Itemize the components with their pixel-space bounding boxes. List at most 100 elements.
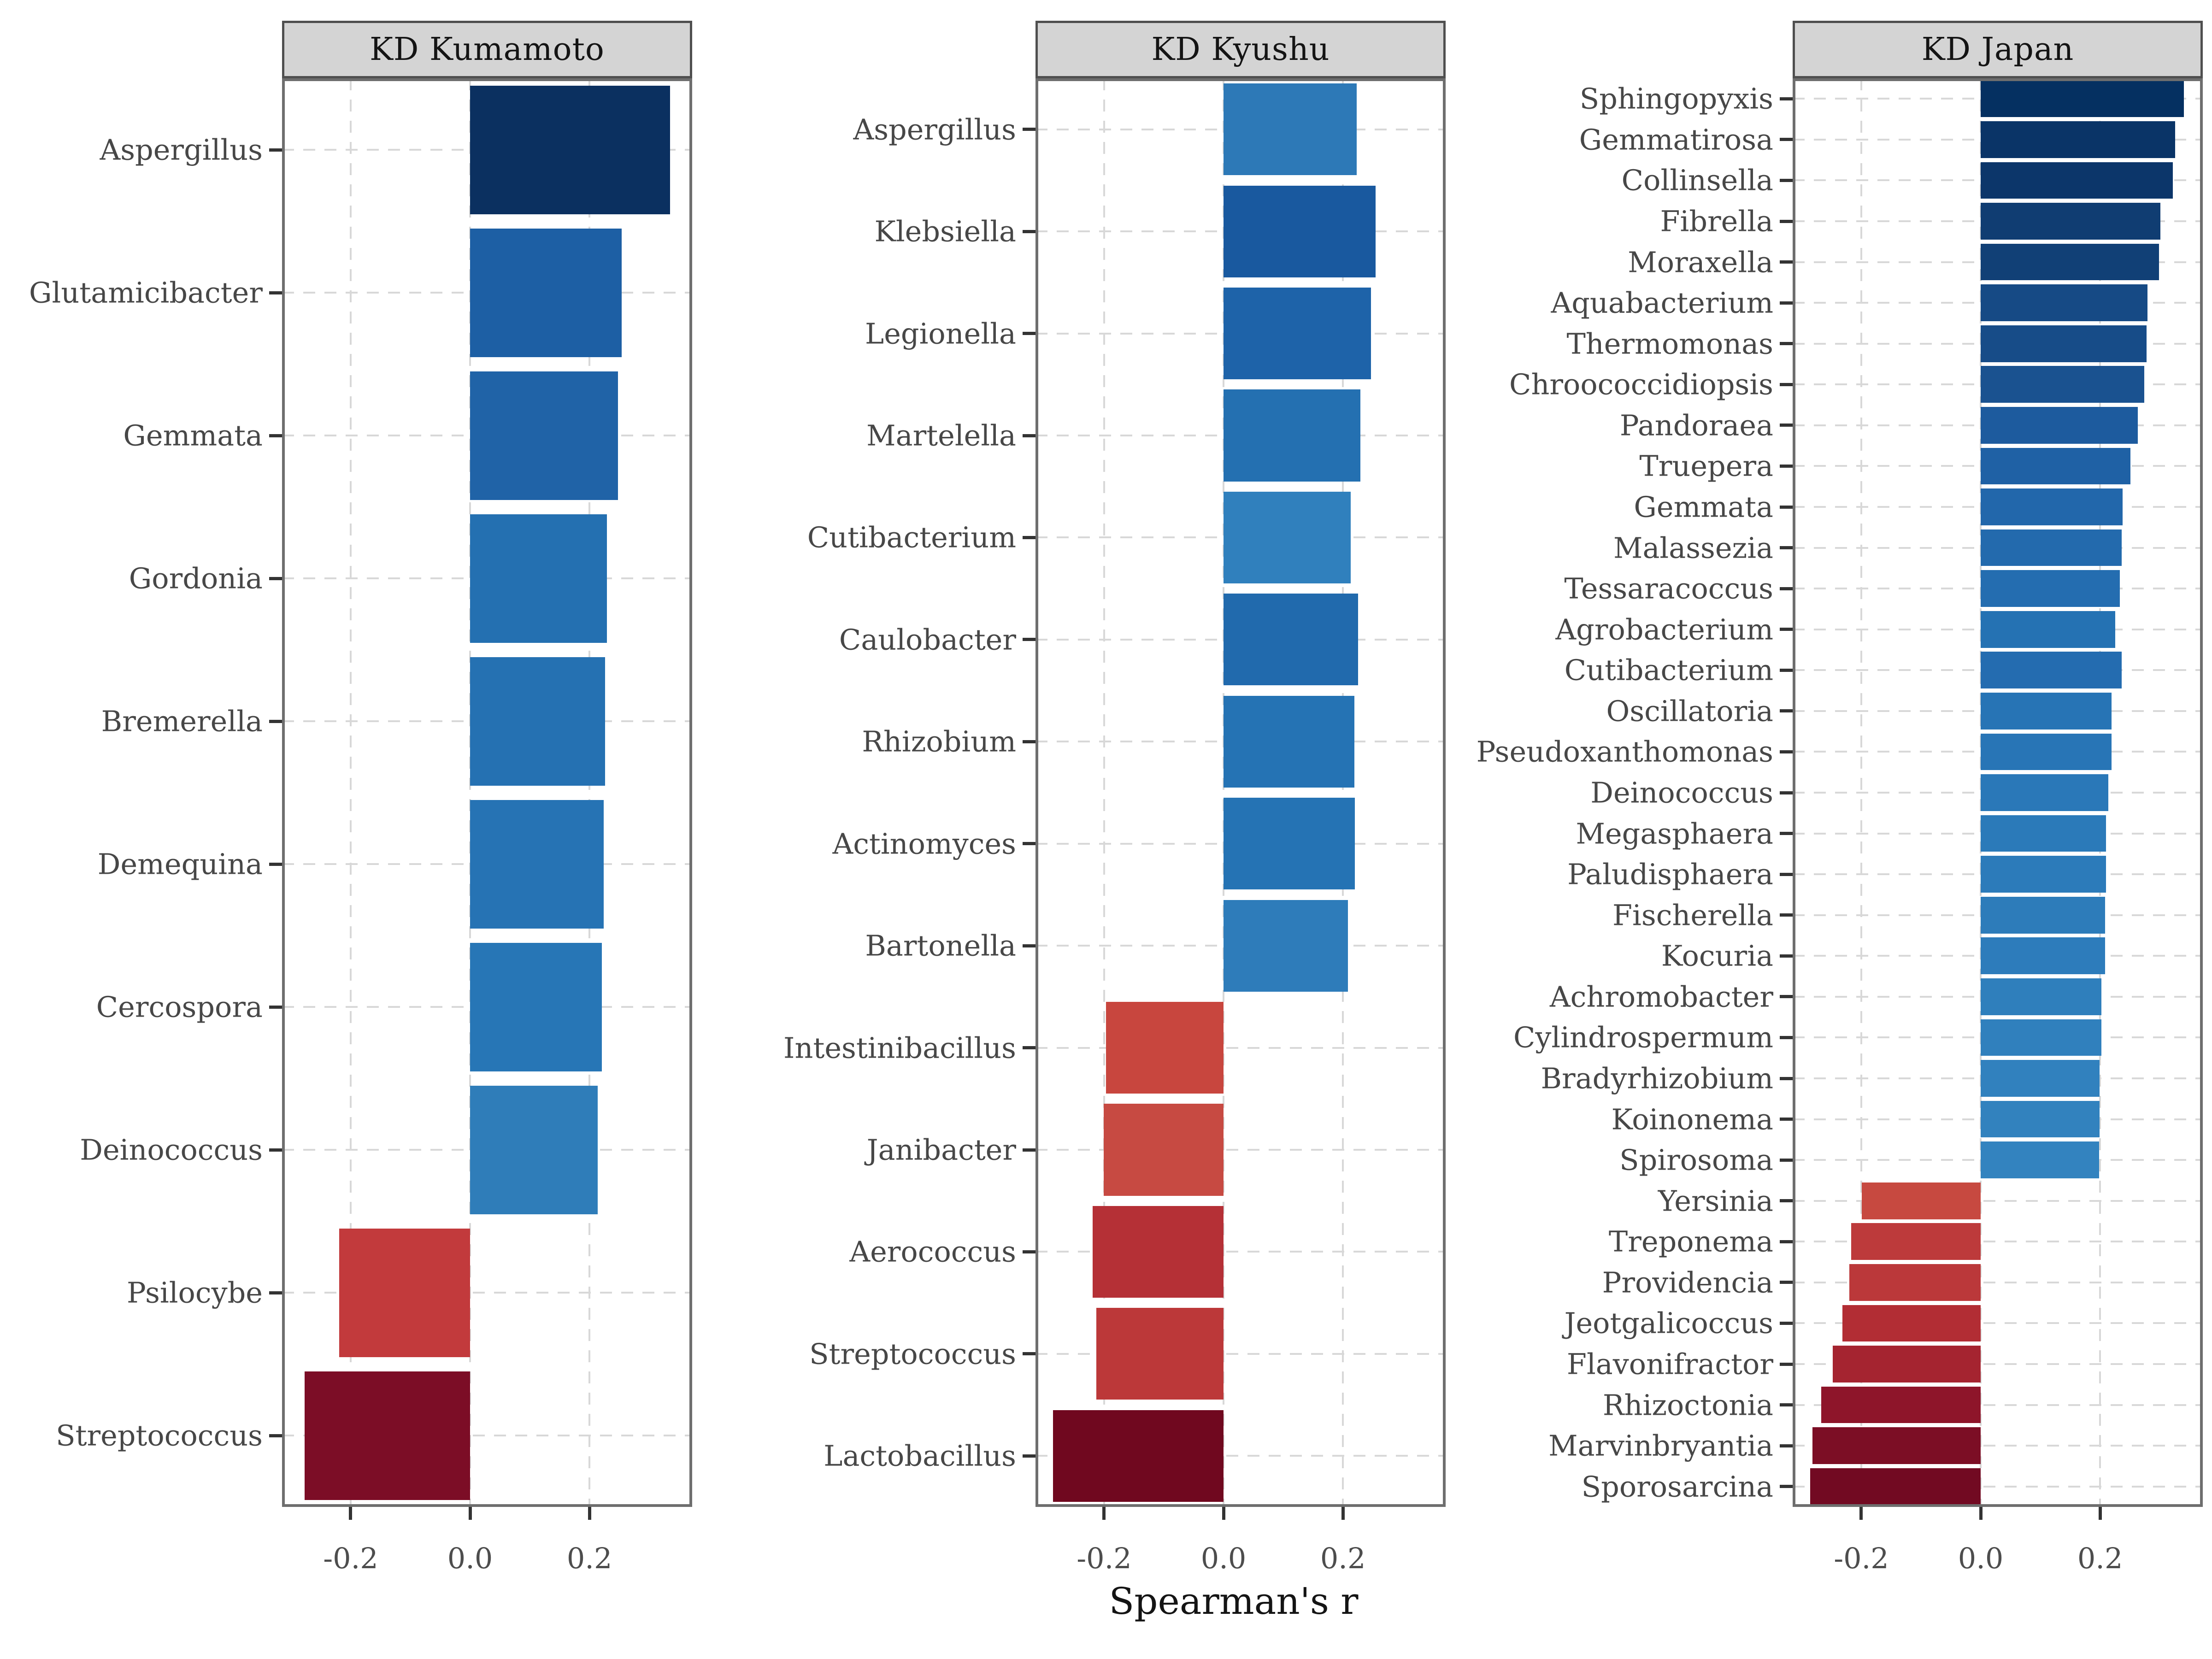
category-label: Deinococcus xyxy=(80,1133,263,1167)
x-tick-mark xyxy=(2098,1507,2102,1520)
bar xyxy=(1810,1468,1981,1505)
category-label: Cercospora xyxy=(96,990,263,1024)
bar xyxy=(1224,798,1355,890)
y-tick-mark xyxy=(1780,1035,1793,1039)
category-label: Lactobacillus xyxy=(824,1439,1016,1473)
category-label: Sporosarcina xyxy=(1581,1470,1773,1504)
y-tick-mark xyxy=(1780,546,1793,550)
category-axis: Aspergillus Glutamicibacter Gemmata Gordoni… xyxy=(0,78,282,1507)
y-tick-mark xyxy=(1023,1250,1035,1253)
y-tick-mark xyxy=(1780,382,1793,386)
gridline-horizontal xyxy=(1793,1445,2203,1447)
gridline-horizontal xyxy=(1793,1485,2203,1488)
category-label: Pandoraea xyxy=(1619,408,1773,442)
category-label: Aspergillus xyxy=(100,133,263,167)
gridline-horizontal xyxy=(1035,1251,1446,1253)
x-tick-mark xyxy=(349,1507,353,1520)
category-label: Yersinia xyxy=(1658,1184,1773,1218)
y-tick-mark xyxy=(1780,424,1793,427)
category-label: Streptococcus xyxy=(809,1337,1016,1371)
bar xyxy=(470,514,607,643)
category-label: Martelella xyxy=(866,418,1016,453)
y-tick-mark xyxy=(1023,535,1035,539)
bar xyxy=(1224,491,1351,584)
bar xyxy=(470,942,602,1071)
category-label: Glutamicibacter xyxy=(29,276,263,310)
facet-strip: KD Kyushu xyxy=(1035,21,1446,78)
y-tick-mark xyxy=(1780,1321,1793,1325)
bar xyxy=(1821,1386,1981,1424)
category-label: Caulobacter xyxy=(839,623,1016,657)
y-tick-mark xyxy=(269,148,282,152)
y-tick-mark xyxy=(1780,668,1793,672)
y-tick-mark xyxy=(1023,740,1035,743)
gridline-horizontal xyxy=(282,1435,692,1436)
y-tick-mark xyxy=(269,1291,282,1294)
y-tick-mark xyxy=(1023,1046,1035,1050)
y-tick-mark xyxy=(1780,832,1793,835)
bar xyxy=(339,1228,471,1357)
x-tick-mark xyxy=(588,1507,591,1520)
category-label: Fischerella xyxy=(1612,898,1773,932)
bar xyxy=(1981,80,2184,118)
bar xyxy=(1053,1410,1224,1502)
category-label: Koinonema xyxy=(1611,1102,1773,1136)
bar xyxy=(1981,815,2106,852)
category-label: Tessaracoccus xyxy=(1564,571,1773,606)
category-label: Cylindrospermum xyxy=(1513,1020,1773,1054)
bar xyxy=(1224,287,1371,380)
y-tick-mark xyxy=(269,862,282,866)
bar xyxy=(470,85,671,214)
y-tick-mark xyxy=(1780,1158,1793,1162)
y-tick-mark xyxy=(269,1434,282,1437)
category-label: Providencia xyxy=(1602,1265,1773,1300)
category-label: Gemmata xyxy=(1634,490,1773,524)
bar xyxy=(1224,389,1360,482)
bar xyxy=(1096,1308,1224,1400)
bar xyxy=(1981,243,2159,281)
y-tick-mark xyxy=(1780,178,1793,182)
x-tick-label: -0.2 xyxy=(1077,1541,1132,1575)
category-label: Rhizobium xyxy=(862,724,1016,759)
category-label: Rhizoctonia xyxy=(1602,1388,1773,1422)
y-tick-mark xyxy=(1780,913,1793,917)
y-tick-mark xyxy=(269,291,282,294)
category-label: Kocuria xyxy=(1661,939,1773,973)
facet-title: KD Kyushu xyxy=(1151,31,1330,68)
bar xyxy=(1981,1100,2100,1138)
category-label: Collinsella xyxy=(1621,163,1773,197)
category-label: Cutibacterium xyxy=(1564,653,1773,687)
bar xyxy=(1981,1141,2099,1178)
gridline-vertical xyxy=(469,78,471,1507)
bar xyxy=(470,800,604,929)
y-tick-mark xyxy=(1023,842,1035,846)
x-tick-label: 0.2 xyxy=(566,1541,612,1575)
bar xyxy=(1981,570,2120,607)
x-tick-mark xyxy=(468,1507,472,1520)
gridline-horizontal xyxy=(1793,1281,2203,1283)
y-tick-mark xyxy=(1780,628,1793,631)
bar xyxy=(1812,1427,1981,1464)
category-label: Flavonifractor xyxy=(1566,1347,1773,1381)
bar xyxy=(1093,1206,1224,1298)
gridline-horizontal xyxy=(1793,1404,2203,1406)
x-tick-mark xyxy=(1102,1507,1106,1520)
bar xyxy=(1981,203,2161,240)
bar xyxy=(1103,1104,1224,1196)
y-tick-mark xyxy=(1023,944,1035,947)
x-tick-label: -0.2 xyxy=(1834,1541,1889,1575)
category-axis: Sphingopyxis Gemmatirosa Collinsella Fibrel… xyxy=(1477,78,1793,1507)
category-label: Gordonia xyxy=(129,561,263,595)
category-label: Aspergillus xyxy=(853,112,1016,147)
bar xyxy=(470,228,622,357)
category-label: Jeotgalicoccus xyxy=(1564,1306,1773,1340)
bar xyxy=(470,371,618,500)
facet-kd-kumamoto: KD Kumamoto Aspergillus Glutamicibacter Ge… xyxy=(0,21,692,1634)
facet-strip: KD Japan xyxy=(1793,21,2203,78)
bar xyxy=(1981,488,2123,525)
gridline-horizontal xyxy=(1035,1149,1446,1151)
bar xyxy=(1981,978,2101,1015)
category-label: Sphingopyxis xyxy=(1579,82,1773,116)
gridline-horizontal xyxy=(282,1292,692,1294)
